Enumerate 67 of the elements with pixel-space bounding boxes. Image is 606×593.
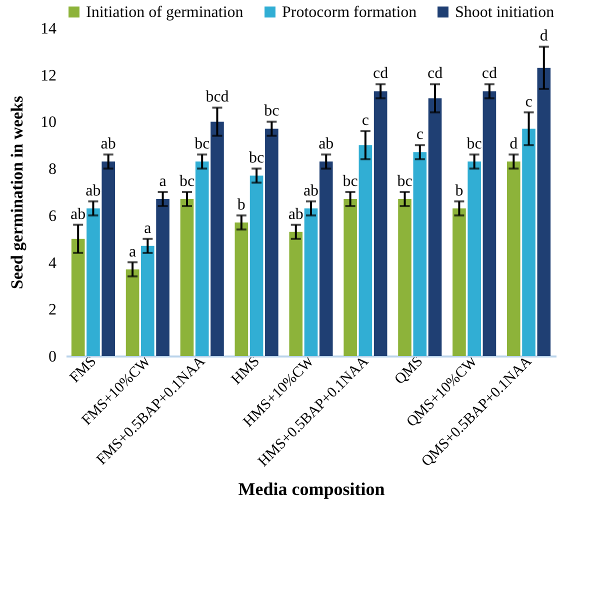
data-label: a bbox=[159, 173, 166, 190]
data-label: c bbox=[416, 126, 424, 144]
bar bbox=[319, 162, 333, 356]
bar bbox=[210, 122, 224, 356]
bar bbox=[413, 152, 427, 356]
bar bbox=[265, 128, 278, 356]
bar bbox=[180, 199, 194, 356]
bar bbox=[102, 162, 115, 356]
bar bbox=[141, 246, 154, 356]
y-tick-label: 8 bbox=[48, 161, 56, 178]
data-label: ab bbox=[288, 206, 304, 223]
legend-label: Initiation of germination bbox=[86, 4, 244, 21]
data-label: bc bbox=[179, 173, 195, 190]
bar bbox=[304, 208, 318, 356]
data-label: cd bbox=[373, 65, 388, 82]
bar bbox=[507, 162, 520, 356]
y-axis-title: Seed germination in weeks bbox=[8, 96, 26, 290]
bar bbox=[468, 162, 481, 356]
data-label: b bbox=[237, 196, 246, 214]
data-label: ab bbox=[70, 206, 86, 223]
data-label: bc bbox=[397, 173, 412, 190]
data-label: bcd bbox=[206, 88, 229, 106]
data-label: ab bbox=[318, 136, 334, 153]
data-label: ab bbox=[100, 136, 116, 153]
bar bbox=[250, 176, 264, 356]
bar bbox=[71, 238, 85, 356]
y-tick-label: 0 bbox=[48, 348, 56, 366]
data-label: a bbox=[144, 220, 152, 237]
data-label: b bbox=[455, 182, 464, 200]
data-label: d bbox=[540, 28, 548, 45]
bar bbox=[234, 222, 248, 356]
data-label: cd bbox=[482, 65, 498, 82]
data-label: bc bbox=[264, 102, 280, 120]
bar bbox=[537, 68, 551, 356]
legend-label: Protocorm formation bbox=[282, 4, 417, 21]
bar bbox=[195, 162, 209, 356]
bar bbox=[452, 208, 466, 356]
bar bbox=[522, 128, 536, 356]
y-tick-label: 12 bbox=[40, 67, 56, 84]
bar bbox=[482, 91, 496, 356]
data-label: c bbox=[525, 93, 532, 110]
bar bbox=[126, 269, 140, 356]
data-label: ab bbox=[303, 182, 319, 200]
bar bbox=[358, 145, 372, 356]
data-label: bc bbox=[249, 150, 264, 167]
bar bbox=[289, 232, 303, 356]
data-label: c bbox=[362, 112, 369, 130]
bar bbox=[374, 91, 388, 356]
bar bbox=[156, 199, 170, 356]
y-tick-label: 2 bbox=[48, 302, 56, 319]
y-tick-label: 14 bbox=[40, 20, 56, 38]
data-label: cd bbox=[427, 65, 443, 82]
y-tick-label: 4 bbox=[48, 254, 56, 272]
data-label: d bbox=[510, 136, 518, 153]
bar bbox=[398, 199, 412, 356]
x-axis-title: Media composition bbox=[238, 479, 385, 500]
bar bbox=[428, 98, 442, 356]
data-label: bc bbox=[194, 136, 210, 153]
bar bbox=[86, 208, 100, 356]
data-label: bc bbox=[342, 173, 358, 190]
y-tick-label: 10 bbox=[40, 114, 56, 132]
data-label: bc bbox=[466, 136, 482, 153]
legend-label: Shoot initiation bbox=[455, 4, 554, 21]
data-label: ab bbox=[86, 182, 101, 200]
y-tick-label: 6 bbox=[48, 208, 56, 225]
data-label: a bbox=[128, 243, 136, 260]
bar bbox=[344, 199, 357, 356]
